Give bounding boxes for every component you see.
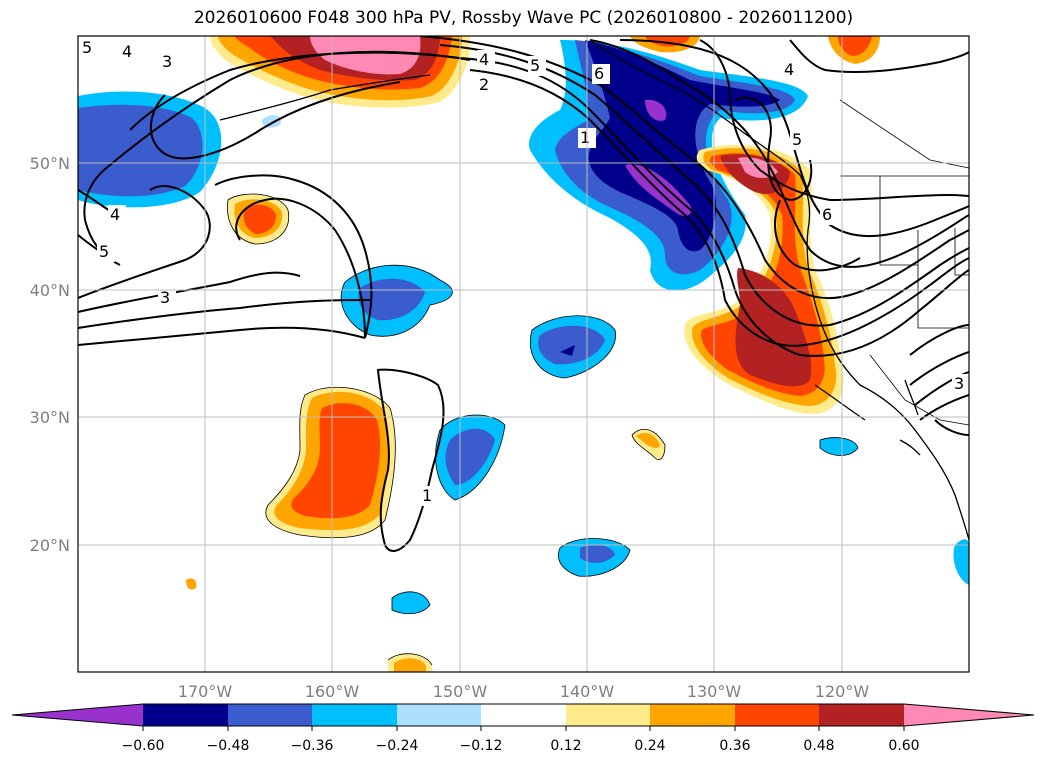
contour-layer — [78, 36, 969, 666]
contour-label: 4 — [110, 205, 120, 224]
contour-label: 1 — [580, 128, 590, 147]
contour-label: 5 — [99, 242, 109, 261]
contour-label: 4 — [479, 50, 489, 69]
colorbar-extend-right — [904, 704, 1034, 726]
longitude-labels: 170°W 160°W 150°W 140°W 130°W 120°W — [178, 682, 870, 701]
contour-west-jet-1 — [78, 326, 366, 346]
gridlines — [78, 36, 969, 672]
latitude-label: 20°N — [30, 536, 70, 555]
contour-label: 5 — [792, 130, 802, 149]
colorbar: −0.60 −0.48 −0.36 −0.24 −0.12 0.12 0.24 … — [11, 703, 1035, 754]
contour-label: 3 — [160, 288, 170, 307]
latitude-labels: 50°N 40°N 30°N 20°N — [30, 154, 70, 555]
contour-label: 4 — [122, 42, 132, 61]
colorbar-tick-label: 0.60 — [888, 738, 919, 754]
borders — [839, 99, 969, 426]
colorbar-tick-label: 0.48 — [803, 738, 834, 754]
contour-label: 5 — [530, 56, 540, 75]
latitude-label: 50°N — [30, 154, 70, 173]
pv-fill-layer — [78, 36, 969, 672]
colorbar-segment — [481, 704, 566, 726]
contour-loop-center — [214, 174, 373, 339]
longitude-label: 150°W — [433, 682, 488, 701]
colorbar-segment — [566, 704, 650, 726]
colorbar-tick-label: 0.24 — [634, 738, 665, 754]
colorbar-extend-left — [12, 704, 143, 726]
colorbar-tick-label: −0.48 — [207, 738, 250, 754]
colorbar-tick-label: 0.12 — [550, 738, 581, 754]
contour-label: 6 — [594, 64, 604, 83]
colorbar-segment — [819, 704, 904, 726]
longitude-label: 130°W — [687, 682, 742, 701]
colorbar-segment — [228, 704, 312, 726]
colorbar-tick-label: −0.60 — [122, 738, 165, 754]
colorbar-tick-label: 0.36 — [719, 738, 750, 754]
latitude-label: 30°N — [30, 408, 70, 427]
colorbar-segment — [397, 704, 481, 726]
longitude-label: 170°W — [178, 682, 233, 701]
map-title: 2026010600 F048 300 hPa PV, Rossby Wave … — [193, 8, 854, 28]
longitude-label: 140°W — [560, 682, 615, 701]
map-frame — [77, 35, 970, 673]
longitude-label: 120°W — [815, 682, 870, 701]
contour-label: 2 — [479, 75, 489, 94]
colorbar-tick-label: −0.24 — [376, 738, 419, 754]
colorbar-tick-label: −0.36 — [291, 738, 334, 754]
longitude-label: 160°W — [305, 682, 360, 701]
contour-label: 6 — [822, 205, 832, 224]
contour-label: 4 — [784, 60, 794, 79]
contour-label: 5 — [82, 38, 92, 57]
coastline — [219, 39, 969, 541]
colorbar-segment — [650, 704, 735, 726]
contour-label: 1 — [422, 486, 432, 505]
colorbar-tick-label: −0.12 — [460, 738, 503, 754]
contour-label: 3 — [162, 52, 172, 71]
contour-label-group: 5 4 3 4 5 3 4 2 5 6 4 1 5 6 1 3 — [80, 38, 969, 506]
colorbar-segment — [312, 704, 397, 726]
contour-label: 3 — [954, 374, 964, 393]
colorbar-segment — [735, 704, 819, 726]
latitude-label: 40°N — [30, 281, 70, 300]
colorbar-segment — [143, 704, 228, 726]
